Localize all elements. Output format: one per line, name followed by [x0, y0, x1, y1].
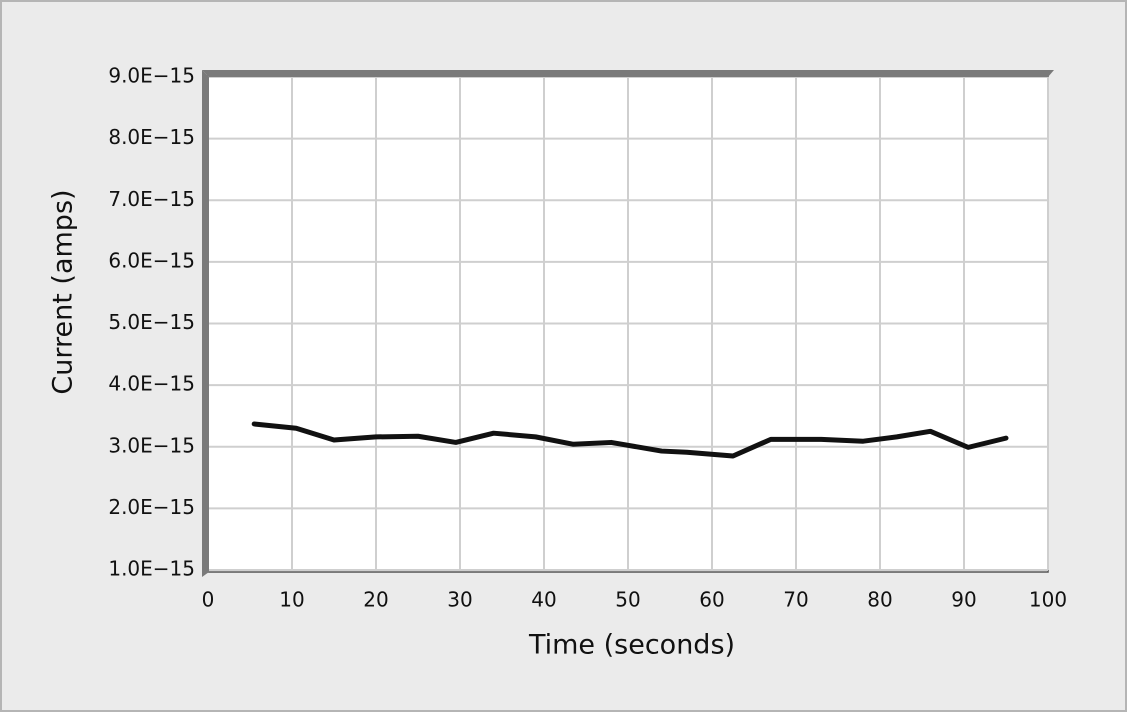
y-tick-label: 7.0E−15 — [108, 187, 195, 211]
x-tick-label: 100 — [1029, 588, 1067, 612]
x-tick-label: 0 — [202, 588, 215, 612]
x-tick-label: 70 — [783, 588, 808, 612]
x-tick-label: 50 — [615, 588, 640, 612]
x-tick-label: 30 — [447, 588, 472, 612]
x-tick-label: 20 — [363, 588, 388, 612]
y-tick-label: 4.0E−15 — [108, 372, 195, 396]
y-tick-label: 1.0E−15 — [108, 557, 195, 581]
x-axis-title: Time (seconds) — [528, 630, 735, 661]
frame-top — [202, 70, 1054, 77]
x-tick-label: 90 — [951, 588, 976, 612]
x-tick-label: 80 — [867, 588, 892, 612]
data-line — [251, 421, 1009, 459]
y-tick-label: 6.0E−15 — [108, 248, 195, 272]
x-tick-label: 40 — [531, 588, 556, 612]
y-tick-label: 9.0E−15 — [108, 64, 195, 88]
y-tick-label: 8.0E−15 — [108, 125, 195, 149]
y-tick-label: 2.0E−15 — [108, 495, 195, 519]
y-tick-label: 5.0E−15 — [108, 310, 195, 334]
y-axis-title: Current (amps) — [48, 189, 79, 394]
x-tick-label: 60 — [699, 588, 724, 612]
frame-left — [202, 70, 209, 577]
y-tick-label: 3.0E−15 — [108, 433, 195, 457]
x-tick-label: 10 — [279, 588, 304, 612]
